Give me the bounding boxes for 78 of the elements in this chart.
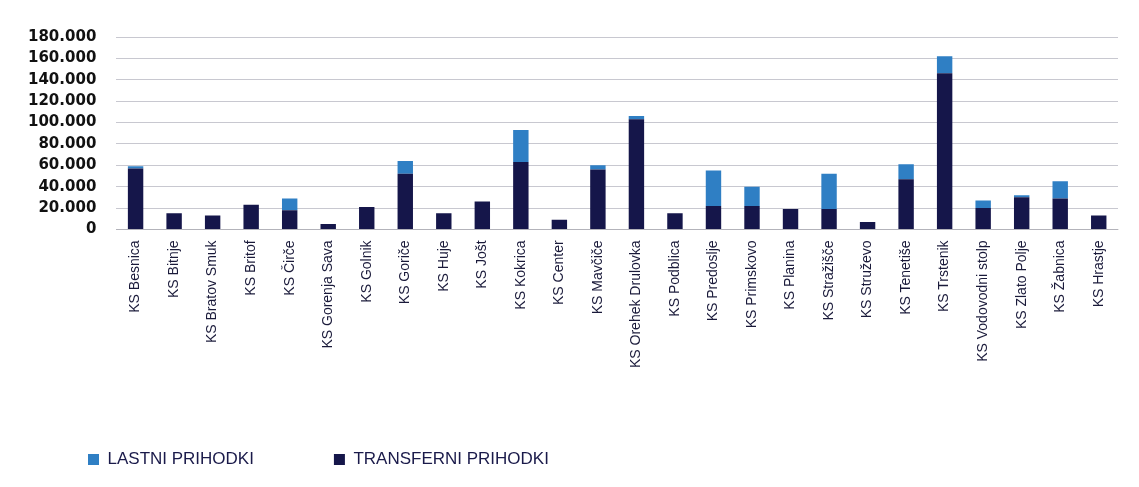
- bar: [1013, 197, 1030, 229]
- bar: [166, 213, 182, 229]
- x-tick-label: KS Struževo: [858, 240, 875, 319]
- bar: [590, 169, 606, 229]
- bar: [127, 166, 144, 169]
- bar: [243, 204, 259, 229]
- y-tick-label: 20.000: [38, 197, 97, 216]
- bar: [821, 209, 837, 229]
- x-tick-label: KS Stražišče: [819, 240, 836, 321]
- bar: [513, 129, 529, 163]
- bar: [744, 205, 760, 229]
- bar: [281, 198, 298, 211]
- bar: [628, 116, 645, 120]
- x-tick-label: KS Zlato Polje: [1012, 240, 1029, 330]
- x-tick-label: KS Gorenja Sava: [319, 240, 336, 349]
- x-tick-label: KS Center: [550, 240, 567, 305]
- bar: [821, 173, 837, 210]
- x-tick-label: KS Mavčiče: [588, 240, 605, 315]
- y-tick-label: 160.000: [27, 48, 97, 67]
- x-tick-label: KS Bratov Smuk: [203, 239, 220, 344]
- bar: [898, 164, 914, 180]
- bar: [667, 213, 683, 229]
- x-tick-label: KS Predoslje: [704, 240, 721, 322]
- x-tick-label: KS Goriče: [396, 240, 413, 305]
- bar: [744, 186, 760, 206]
- bar: [975, 208, 991, 229]
- bar: [705, 205, 722, 229]
- bar: [590, 165, 606, 170]
- x-tick-label: KS Besnica: [126, 240, 143, 313]
- y-tick-label: 120.000: [27, 91, 97, 110]
- y-tick-label: 100.000: [27, 112, 97, 131]
- x-tick-label: KS Kokrica: [511, 240, 528, 310]
- y-tick-label: 40.000: [38, 176, 97, 195]
- bar: [204, 215, 221, 229]
- bar: [782, 209, 799, 229]
- x-tick-label: KS Podblica: [665, 240, 682, 317]
- bar: [1091, 215, 1107, 229]
- x-tick-label: KS Žabnica: [1051, 240, 1068, 313]
- x-tick-label: KS Bitnje: [164, 240, 181, 298]
- x-tick-label: KS Čirče: [280, 240, 297, 296]
- x-tick-label: KS Golnik: [357, 239, 374, 303]
- bar: [1013, 195, 1030, 198]
- x-tick-label: KS Vodovodni stolp: [974, 240, 991, 362]
- bar: [320, 224, 336, 229]
- bar: [474, 201, 491, 229]
- bar: [1052, 181, 1068, 199]
- bar: [1052, 198, 1068, 229]
- legend-label: LASTNI PRIHODKI: [107, 449, 254, 469]
- bar: [397, 160, 413, 174]
- x-tick-label: KS Britof: [242, 240, 259, 296]
- legend-label: TRANSFERNI PRIHODKI: [353, 449, 549, 469]
- y-tick-label: 60.000: [38, 155, 97, 174]
- x-tick-label: KS Planina: [781, 240, 798, 310]
- x-tick-label: KS Orehek Drulovka: [627, 240, 644, 368]
- bar: [551, 219, 568, 229]
- bar: [936, 56, 953, 74]
- bar: [936, 73, 953, 229]
- x-tick-label: KS Huje: [434, 240, 451, 292]
- bar: [975, 200, 991, 209]
- bar: [397, 173, 413, 229]
- bar: [513, 162, 529, 229]
- bar: [898, 179, 914, 229]
- x-tick-label: KS Trstenik: [935, 239, 952, 312]
- bar: [359, 206, 375, 229]
- y-tick-label: 180.000: [27, 26, 97, 45]
- bar: [628, 119, 645, 229]
- x-tick-label: KS Jošt: [473, 240, 490, 289]
- x-tick-label: KS Primskovo: [742, 240, 759, 329]
- bar: [859, 221, 876, 229]
- x-tick-label: KS Tenetiše: [896, 240, 913, 315]
- bar: [436, 213, 452, 229]
- bar: [127, 168, 144, 229]
- y-tick-label: 0: [85, 219, 97, 238]
- bar: [281, 210, 298, 229]
- x-tick-label: KS Hrastje: [1089, 240, 1106, 308]
- y-tick-label: 140.000: [27, 69, 97, 88]
- y-tick-label: 80.000: [38, 133, 97, 152]
- bar: [705, 170, 722, 206]
